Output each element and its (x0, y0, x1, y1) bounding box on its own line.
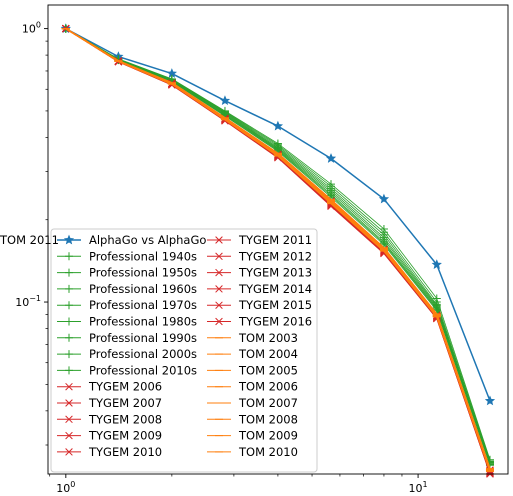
legend-swatch-marker (215, 285, 223, 293)
legend-label: TOM 2010 (238, 445, 298, 459)
legend-label: TYGEM 2015 (238, 298, 312, 312)
legend-swatch-marker (65, 252, 73, 261)
legend-item-tom-2005: TOM 2005 (207, 363, 298, 377)
legend-label: TOM 2009 (238, 429, 298, 443)
legend-label: Professional 1940s (89, 249, 197, 263)
legend-label: TYGEM 2011 (238, 233, 312, 247)
legend-swatch-marker (65, 301, 73, 310)
legend-swatch-marker (215, 268, 223, 277)
legend-box (50, 228, 318, 473)
data-point (484, 395, 496, 406)
legend-item-tygem-2015: TYGEM 2015 (207, 298, 312, 312)
series-alphago-vs-alphago (60, 23, 496, 406)
legend-item-alphago-vs-alphago: AlphaGo vs AlphaGo (57, 233, 206, 247)
legend-item-tom-2010: TOM 2010 (207, 445, 298, 459)
legend-label: TYGEM 2012 (238, 249, 312, 263)
legend-swatch-marker (65, 431, 73, 440)
legend-item-professional-1980s: Professional 1980s (57, 315, 197, 329)
legend-label: TOM 2005 (238, 363, 298, 377)
data-point (219, 95, 231, 106)
legend-label: TOM 2003 (238, 331, 298, 345)
legend-label: TYGEM 2016 (238, 315, 312, 329)
data-point (272, 120, 284, 131)
y-tick-label: 10−1 (15, 294, 41, 309)
legend-swatch-marker (215, 252, 223, 261)
x-tick-label: 101 (409, 480, 428, 495)
legend-item-professional-1950s: Professional 1950s (57, 266, 197, 280)
legend-label: Professional 1970s (89, 298, 197, 312)
legend-swatch-marker (65, 382, 73, 391)
legend-label: TYGEM 2014 (238, 282, 312, 296)
data-point (325, 153, 337, 163)
legend-label: TOM 2004 (238, 347, 298, 361)
legend-swatch-marker (65, 268, 73, 277)
legend-swatch-marker (63, 234, 75, 245)
legend-swatch-marker (65, 350, 73, 359)
legend-item-tygem-2013: TYGEM 2013 (207, 266, 312, 280)
legend-label: Professional 2000s (89, 347, 197, 361)
axes-layer: 100 101 100 10−1 (15, 4, 509, 495)
legend-item-tygem-2011: TYGEM 2011 (207, 233, 312, 247)
legend: AlphaGo vs AlphaGo Professional 1940s Prof… (0, 228, 318, 473)
legend-item-tom-2006: TOM 2006 (207, 380, 298, 394)
y-tick-label: 100 (22, 21, 41, 36)
legend-label: Professional 1990s (89, 331, 197, 345)
legend-label: TYGEM 2006 (88, 380, 162, 394)
series-tom-2011 (61, 28, 494, 472)
legend-item-professional-2010s: Professional 2010s (57, 363, 197, 377)
data-point (378, 193, 390, 204)
legend-label: TOM 2011 (0, 233, 59, 247)
data-point (431, 259, 442, 270)
legend-label: Professional 1980s (89, 315, 197, 329)
legend-item-tygem-2010: TYGEM 2010 (57, 445, 162, 459)
legend-item-tom-2003: TOM 2003 (207, 331, 298, 345)
legend-item-tygem-2016: TYGEM 2016 (207, 315, 312, 329)
legend-item-tom-2011: TOM 2011 (0, 233, 59, 247)
legend-item-professional-1990s: Professional 1990s (57, 331, 197, 345)
legend-swatch-marker (65, 317, 73, 326)
legend-label: TOM 2008 (238, 412, 298, 426)
legend-item-professional-1940s: Professional 1940s (57, 249, 197, 263)
legend-item-tom-2009: TOM 2009 (207, 429, 298, 443)
legend-label: TOM 2007 (238, 396, 298, 410)
legend-label: Professional 1950s (89, 266, 197, 280)
legend-swatch-marker (215, 236, 223, 244)
legend-label: Professional 2010s (89, 363, 197, 377)
legend-item-tom-2008: TOM 2008 (207, 412, 298, 426)
legend-item-professional-2000s: Professional 2000s (57, 347, 197, 361)
legend-label: TOM 2006 (238, 380, 298, 394)
legend-item-tygem-2006: TYGEM 2006 (57, 380, 162, 394)
legend-swatch-marker (65, 448, 73, 456)
legend-item-professional-1960s: Professional 1960s (57, 282, 197, 296)
legend-item-tygem-2009: TYGEM 2009 (57, 429, 162, 443)
x-tick-label: 100 (56, 480, 75, 495)
legend-swatch-marker (65, 399, 73, 407)
legend-label: TYGEM 2013 (238, 266, 312, 280)
legend-label: AlphaGo vs AlphaGo (89, 233, 206, 247)
legend-item-tom-2007: TOM 2007 (207, 396, 298, 410)
legend-label: TYGEM 2009 (88, 429, 162, 443)
legend-swatch-marker (215, 301, 223, 309)
legend-swatch-marker (65, 366, 73, 375)
legend-label: Professional 1960s (89, 282, 197, 296)
legend-swatch-marker (65, 415, 73, 424)
legend-item-tygem-2007: TYGEM 2007 (57, 396, 162, 410)
legend-item-tom-2004: TOM 2004 (207, 347, 298, 361)
series-layer (60, 23, 496, 478)
legend-label: TYGEM 2010 (88, 445, 162, 459)
legend-swatch-marker (215, 317, 223, 326)
legend-swatch-marker (65, 333, 73, 342)
legend-item-professional-1970s: Professional 1970s (57, 298, 197, 312)
legend-label: TYGEM 2008 (88, 412, 162, 426)
legend-item-tygem-2012: TYGEM 2012 (207, 249, 312, 263)
series-professional-2010s (61, 24, 494, 470)
legend-item-tygem-2014: TYGEM 2014 (207, 282, 312, 296)
legend-item-tygem-2008: TYGEM 2008 (57, 412, 162, 426)
legend-swatch-marker (65, 284, 73, 293)
legend-label: TYGEM 2007 (88, 396, 162, 410)
